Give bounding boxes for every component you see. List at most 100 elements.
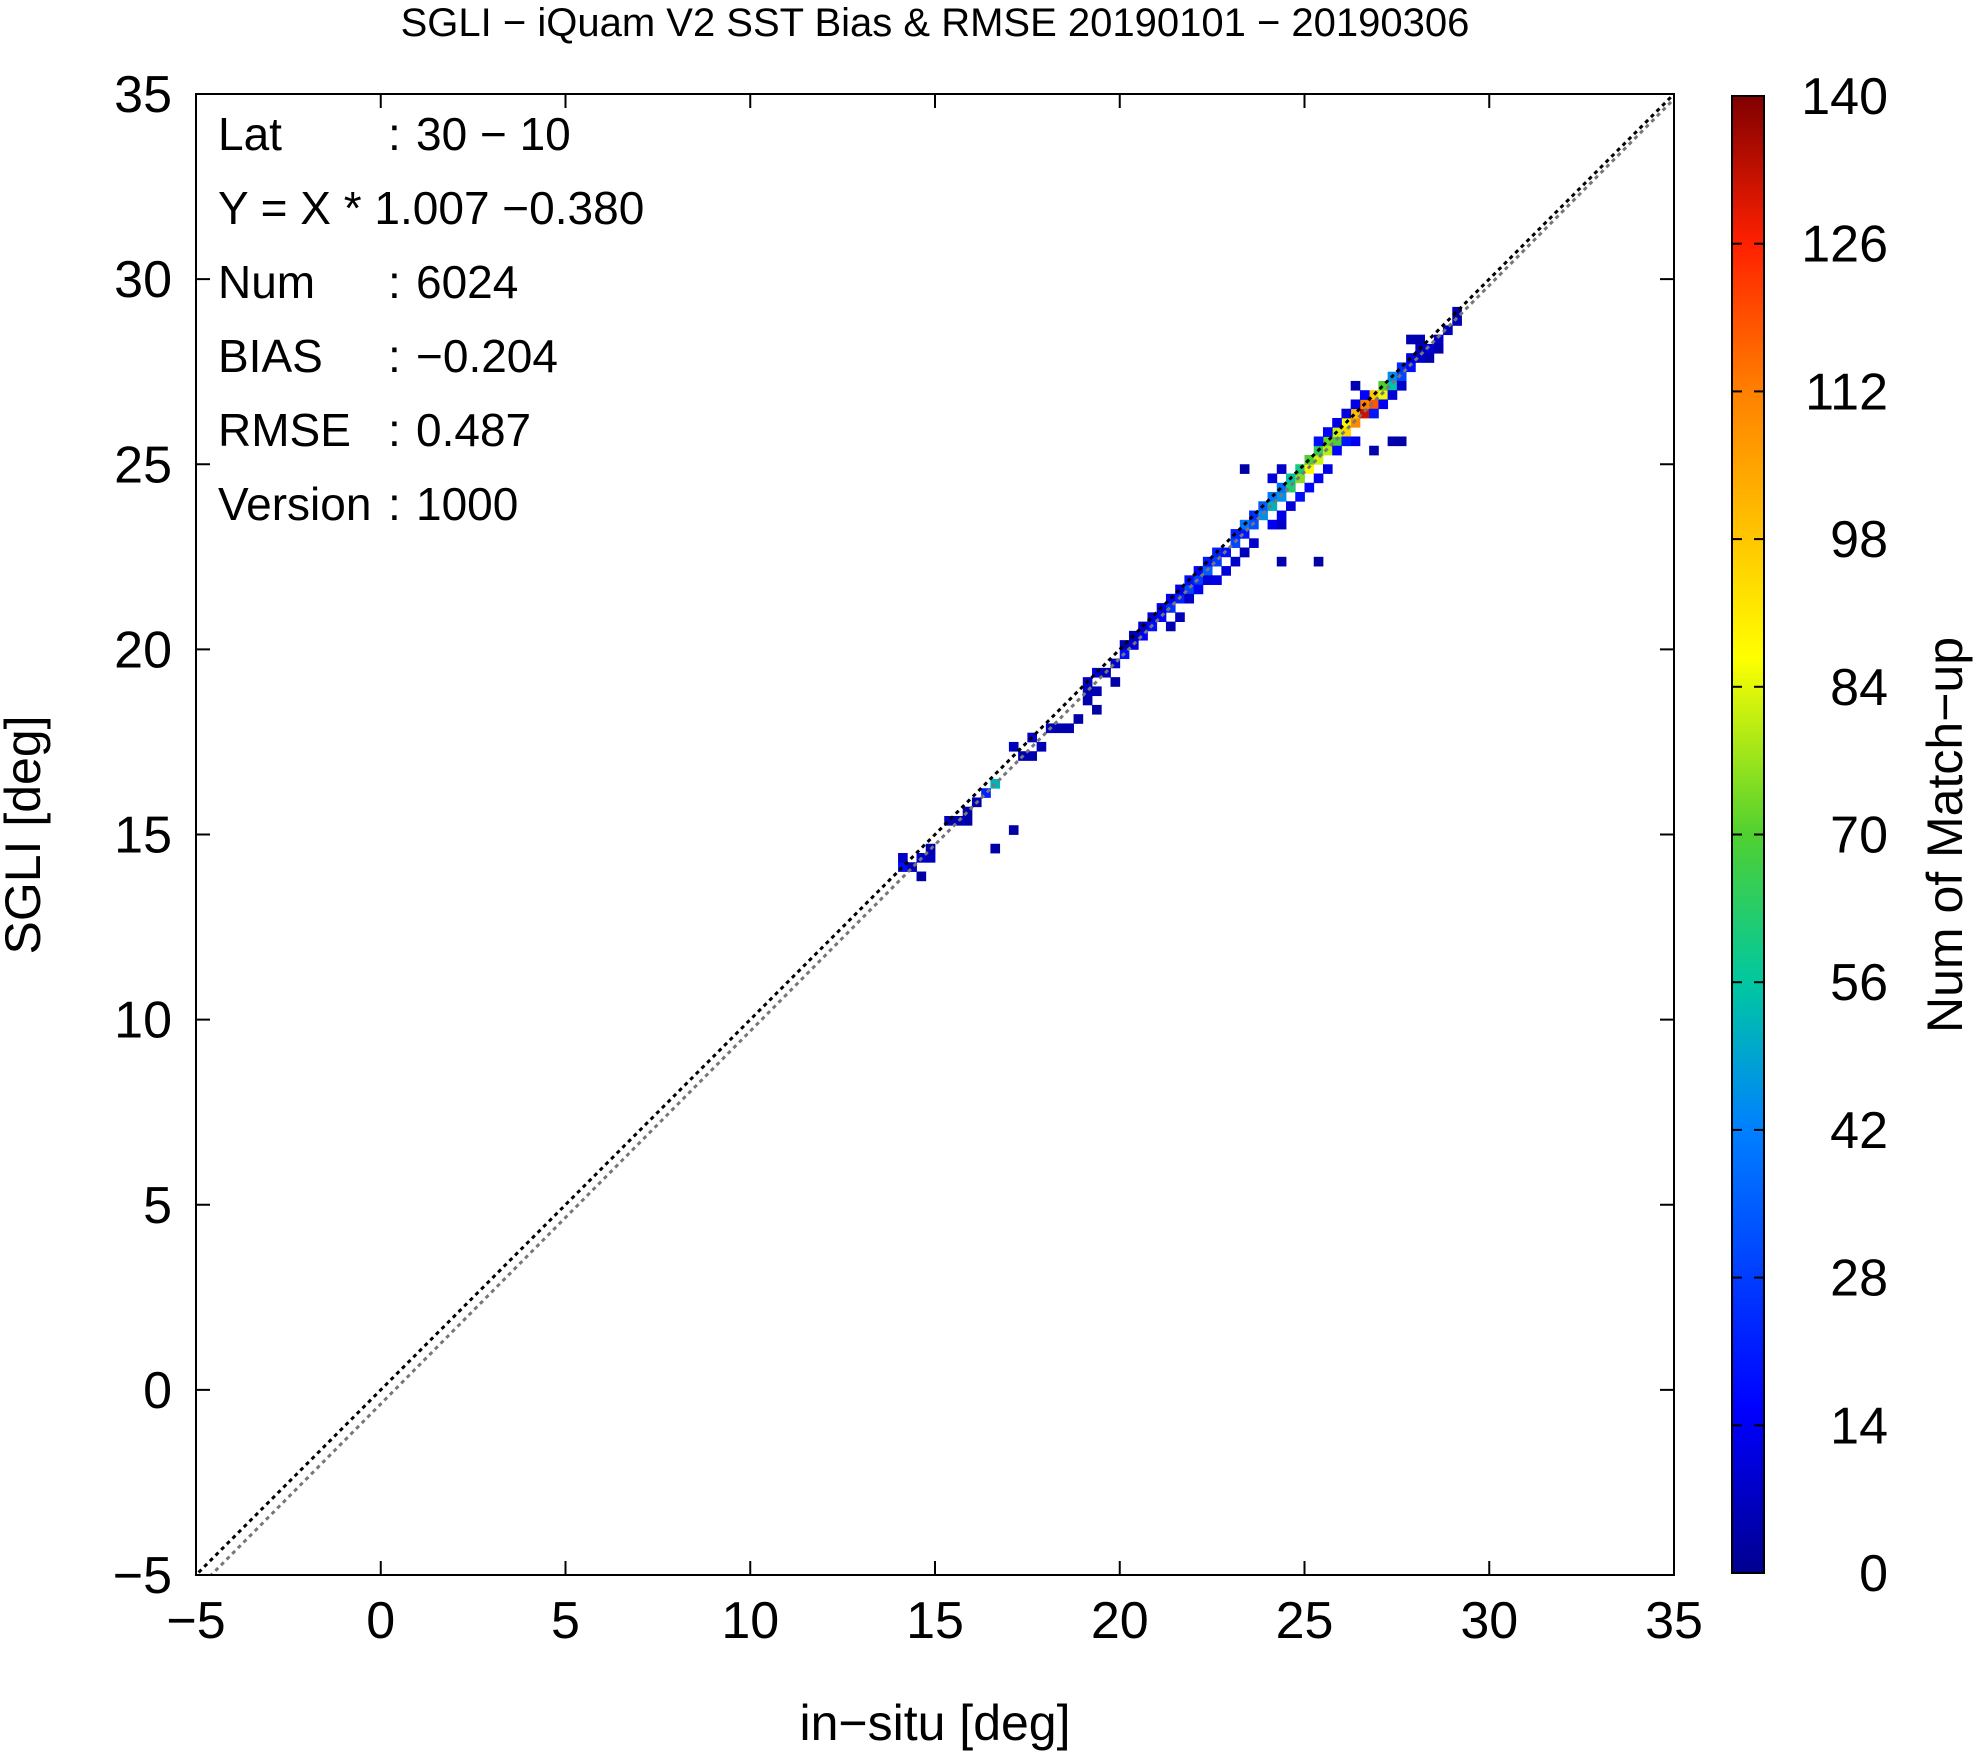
heatmap-cell <box>1202 575 1213 585</box>
heatmap-cell <box>1378 380 1389 391</box>
heatmap-cell <box>1221 566 1231 576</box>
heatmap-cell <box>1267 501 1278 511</box>
y-tick-label: −5 <box>113 1547 172 1605</box>
heatmap-cell <box>990 843 1001 854</box>
identity-line <box>196 94 1674 1575</box>
stat-label: Y = X * 1.007 −0.380 <box>218 182 644 234</box>
heatmap-cell <box>898 862 908 872</box>
heatmap-cell <box>1369 390 1379 400</box>
heatmap-cell <box>1313 454 1324 465</box>
heatmap-cell <box>1193 566 1204 576</box>
stats-box: Lat:30 − 10Y = X * 1.007 −0.380Num:6024B… <box>218 108 644 530</box>
y-tick-label: 25 <box>114 436 172 494</box>
heatmap-cell <box>898 853 908 863</box>
heatmap-cell <box>1064 723 1074 734</box>
heatmap-cell <box>1184 593 1195 604</box>
heatmap-cell <box>907 862 917 872</box>
heatmap-cell <box>1267 519 1278 530</box>
heatmap-cell <box>1082 695 1093 706</box>
heatmap-cell <box>925 853 936 863</box>
colorbar-tick-label: 28 <box>1830 1250 1888 1308</box>
heatmap-cell <box>1175 612 1185 623</box>
colorbar-tick-label: 112 <box>1805 363 1888 421</box>
x-tick-label: 10 <box>721 1592 779 1650</box>
heatmap-cell <box>1295 464 1305 474</box>
y-tick-label: 15 <box>114 807 172 865</box>
y-tick-label: 30 <box>114 251 172 309</box>
heatmap-cell <box>1249 510 1259 521</box>
heatmap-cell <box>1304 454 1315 465</box>
heatmap-cell <box>1110 658 1121 669</box>
heatmap-cell <box>1230 538 1241 548</box>
heatmap-cell <box>1433 343 1444 354</box>
heatmap-cell <box>1249 538 1259 548</box>
heatmap-cell <box>1008 741 1019 752</box>
heatmap-cell <box>1092 667 1102 678</box>
y-axis-ticks: −5 0 5 10 15 20 25 30 35 <box>113 66 1674 1605</box>
heatmap-cell <box>1387 380 1398 391</box>
heatmap-cell <box>1092 686 1102 697</box>
heatmap-cell <box>1341 427 1352 437</box>
stat-separator: : <box>388 404 401 456</box>
heatmap-cell <box>1286 482 1296 493</box>
heatmap-cell <box>1350 408 1361 419</box>
heatmap-cell <box>1276 464 1287 474</box>
stat-separator: : <box>388 478 401 530</box>
heatmap-cell <box>1027 751 1038 761</box>
colorbar-tick-label: 56 <box>1830 954 1888 1012</box>
heatmap-cell <box>1119 640 1130 650</box>
colorbar-tick-label: 140 <box>1801 68 1888 126</box>
heatmap-cell <box>1424 353 1435 363</box>
colorbar-tick-label: 98 <box>1830 511 1888 569</box>
heatmap-cell <box>1378 390 1389 400</box>
y-tick-label: 0 <box>143 1362 172 1420</box>
heatmap-cell <box>1313 556 1324 567</box>
heatmap-cell <box>944 815 954 826</box>
heatmap-cell <box>1313 436 1324 447</box>
heatmap-cell <box>1406 334 1416 345</box>
heatmap-cell <box>962 815 973 826</box>
stat-value: 6024 <box>416 256 518 308</box>
heatmap-cell <box>1332 445 1342 456</box>
heatmap-cell <box>1055 723 1065 734</box>
y-tick-label: 10 <box>114 992 172 1050</box>
heatmap-cell <box>1193 584 1204 595</box>
heatmap-cell <box>1322 427 1333 437</box>
colorbar-tick-label: 84 <box>1830 659 1888 717</box>
heatmap-cell <box>1396 362 1407 373</box>
colorbar-tick-label: 42 <box>1830 1102 1888 1160</box>
stat-separator: : <box>388 108 401 160</box>
chart-title: SGLI − iQuam V2 SST Bias & RMSE 20190101… <box>401 1 1470 45</box>
heatmap-cell <box>1322 436 1333 447</box>
stat-value: 30 − 10 <box>416 108 571 160</box>
heatmap-cell <box>1276 519 1287 530</box>
heatmap-cell <box>1332 436 1342 447</box>
colorbar-ticks: 0 14 28 42 56 70 84 98 112 126 140 <box>1732 68 1888 1603</box>
stat-label: Version <box>218 478 371 530</box>
heatmap-cell <box>1322 464 1333 474</box>
heatmap-cell <box>1406 362 1416 373</box>
heatmap-cell <box>1276 556 1287 567</box>
stat-label: RMSE <box>218 404 351 456</box>
heatmap-cell <box>1036 741 1047 752</box>
heatmap-cell <box>1341 436 1352 447</box>
heatmap-cell <box>1165 603 1176 613</box>
heatmap-cell <box>1452 316 1462 326</box>
x-tick-label: −5 <box>166 1592 225 1650</box>
heatmap-cell <box>1350 380 1361 391</box>
heatmap-cell <box>1110 677 1121 687</box>
heatmap-cell <box>1165 621 1176 632</box>
heatmap-cell <box>1295 492 1305 502</box>
heatmap-cell <box>1165 593 1176 604</box>
y-tick-label: 5 <box>143 1177 172 1235</box>
heatmap-cell <box>1424 343 1435 354</box>
x-tick-label: 30 <box>1460 1592 1518 1650</box>
heatmap-cell <box>1313 473 1324 484</box>
heatmap-cell <box>1332 417 1342 428</box>
heatmap-cell <box>1396 371 1407 382</box>
x-axis-ticks: −5 0 5 10 15 20 25 30 35 <box>166 94 1703 1650</box>
x-tick-label: 25 <box>1276 1592 1334 1650</box>
x-tick-label: 15 <box>906 1592 964 1650</box>
heatmap-cell <box>1082 686 1093 697</box>
